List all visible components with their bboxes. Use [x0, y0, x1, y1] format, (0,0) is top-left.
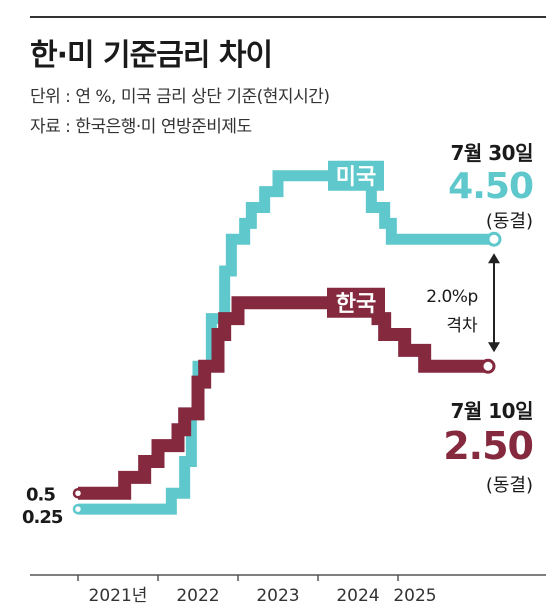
us-rate-line: [78, 170, 494, 515]
x-tick-label: 2021년: [89, 586, 148, 606]
korea-date: 7월 10일: [450, 399, 533, 423]
gap-arrow-down-head: [488, 342, 500, 353]
start-label-us: 0.25: [22, 507, 63, 528]
us-date: 7월 30일: [450, 141, 533, 165]
gap-arrow-up-head: [488, 253, 500, 264]
us-start-point: [72, 503, 84, 515]
korea-status: (동결): [486, 475, 533, 496]
us-value: 4.50: [448, 166, 533, 207]
top-rule: [30, 16, 546, 18]
us-series-label: 미국: [336, 165, 376, 190]
korea-end-point: [480, 358, 496, 374]
us-status: (동결): [486, 211, 533, 232]
korea-value: 2.50: [443, 424, 533, 468]
gap-label: 격차: [446, 316, 478, 336]
korea-start-point: [72, 488, 84, 499]
chart-title: 한·미 기준금리 차이: [30, 38, 273, 73]
unit-note: 단위 : 연 %, 미국 금리 상단 기준(현지시간): [30, 87, 330, 107]
start-label-korea: 0.5: [26, 484, 55, 505]
x-tick-label: 2025: [393, 586, 436, 606]
x-tick-label: 2022: [176, 586, 219, 606]
us-label-box: [328, 160, 384, 191]
gap-value: 2.0%p: [426, 287, 477, 307]
korea-label-box: [327, 287, 385, 318]
source-note: 자료 : 한국은행·미 연방준비제도: [30, 117, 252, 137]
korea-series-label: 한국: [336, 292, 376, 317]
korea-rate-line: [78, 296, 488, 500]
x-tick-label: 2024: [336, 586, 379, 606]
us-end-point: [486, 231, 502, 247]
x-tick-label: 2023: [256, 586, 299, 606]
